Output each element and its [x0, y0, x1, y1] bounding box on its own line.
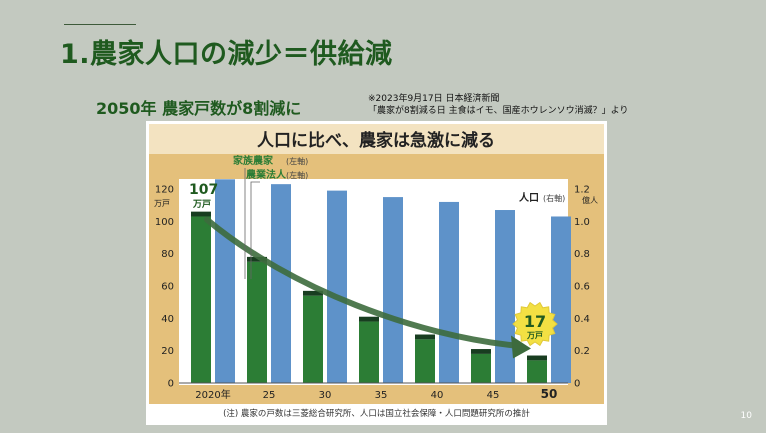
corporation-bar	[359, 316, 379, 322]
start-value-label: 107	[189, 182, 218, 198]
legend-corp-axis: (左軸)	[286, 170, 308, 180]
legend-corp: 農業法人	[246, 168, 287, 181]
corporation-bar	[527, 355, 547, 361]
x-tick-label: 45	[487, 390, 500, 401]
population-bar	[215, 179, 235, 383]
legend-corp-leader	[250, 181, 260, 279]
y-right-tick-label: 0.2	[574, 346, 590, 357]
x-tick-label: 40	[431, 390, 444, 401]
axes-layer: 2020年 25 30 35 40 45 50 0 20 40 60 80 100 120 万戸 0 0.2 0.…	[154, 185, 598, 402]
corporation-bar	[303, 290, 323, 296]
x-tick-label: 2020年	[195, 388, 230, 401]
y-right-tick-label: 0.4	[574, 314, 590, 325]
chart-figure: 人口に比べ、農家は急激に減る 2020年 25 30 35 40 45 50 0 20 40 60 8…	[146, 121, 607, 425]
population-bar	[495, 210, 515, 383]
y-right-tick-label: 1.0	[574, 217, 590, 228]
x-tick-label: 30	[319, 390, 332, 401]
family-farm-bar	[471, 353, 491, 383]
family-farm-bar	[191, 216, 211, 383]
y-right-tick-label: 0	[574, 379, 580, 390]
trend-arrow	[204, 216, 518, 349]
family-farm-bar	[303, 295, 323, 383]
end-badge	[512, 301, 558, 347]
title-rule	[64, 24, 136, 25]
trend-arrow-layer	[204, 216, 531, 359]
y-left-tick-label: 20	[161, 346, 174, 357]
slide-subtitle: 2050年 農家戸数が8割減に	[96, 99, 302, 118]
y-right-unit: 億人	[582, 195, 598, 205]
family-farm-bar	[415, 339, 435, 383]
population-bar	[439, 201, 459, 383]
legend-family-axis: (左軸)	[286, 156, 308, 166]
y-right-tick-label: 0.6	[574, 282, 590, 293]
population-bar	[383, 197, 403, 383]
y-right-tick-label: 0.8	[574, 249, 590, 260]
x-tick-label: 25	[263, 390, 276, 401]
legend-family: 家族農家	[233, 154, 274, 167]
corporation-bar	[415, 334, 435, 340]
chart-title-bar	[149, 124, 604, 154]
y-left-tick-label: 120	[155, 185, 174, 196]
x-tick-label: 50	[541, 387, 558, 401]
population-bar	[551, 216, 571, 383]
bars-layer	[191, 179, 571, 383]
y-left-tick-label: 60	[161, 282, 174, 293]
family-farm-bar	[527, 360, 547, 383]
y-left-tick-label: 100	[155, 217, 174, 228]
source-line-1: ※2023年9月17日 日本経済新聞	[368, 94, 500, 104]
y-right-tick-label: 1.2	[574, 185, 590, 196]
corporation-bar	[191, 211, 211, 217]
y-left-tick-label: 80	[161, 249, 174, 260]
source-line-2: 「農家が8割減る日 主食はイモ、国産ホウレンソウ消滅？」より	[368, 106, 629, 116]
corporation-bar	[471, 349, 491, 354]
slide-title: 1.農家人口の減少＝供給減	[60, 39, 393, 70]
family-farm-bar	[247, 261, 267, 383]
chart-title: 人口に比べ、農家は急激に減る	[257, 130, 495, 151]
population-bar	[271, 184, 291, 383]
population-bar	[327, 190, 347, 383]
trend-arrowhead	[511, 335, 531, 359]
y-left-tick-label: 0	[168, 379, 174, 390]
source-citation: ※2023年9月17日 日本経済新聞 「農家が8割減る日 主食はイモ、国産ホウレ…	[368, 93, 628, 117]
y-left-unit: 万戸	[154, 199, 170, 208]
corporation-bar	[247, 256, 267, 262]
legend-population-axis: (右軸)	[543, 193, 565, 203]
end-unit-label: 万戸	[526, 331, 543, 340]
page-number: 10	[740, 411, 752, 421]
start-unit-label: 万戸	[192, 199, 211, 210]
x-tick-label: 35	[375, 390, 388, 401]
legend-population: 人口	[519, 191, 539, 204]
y-left-tick-label: 40	[161, 314, 174, 325]
legend-layer: 家族農家 (左軸)農業法人 (左軸)人口 (右軸)	[233, 154, 565, 279]
end-value-label: 17	[524, 312, 546, 331]
chart-note: (注) 農家の戸数は三菱総合研究所、人口は国立社会保障・人口問題研究所の推計	[223, 409, 530, 419]
family-farm-bar	[359, 321, 379, 383]
bar-chart: 人口に比べ、農家は急激に減る 2020年 25 30 35 40 45 50 0 20 40 60 8…	[149, 124, 604, 404]
